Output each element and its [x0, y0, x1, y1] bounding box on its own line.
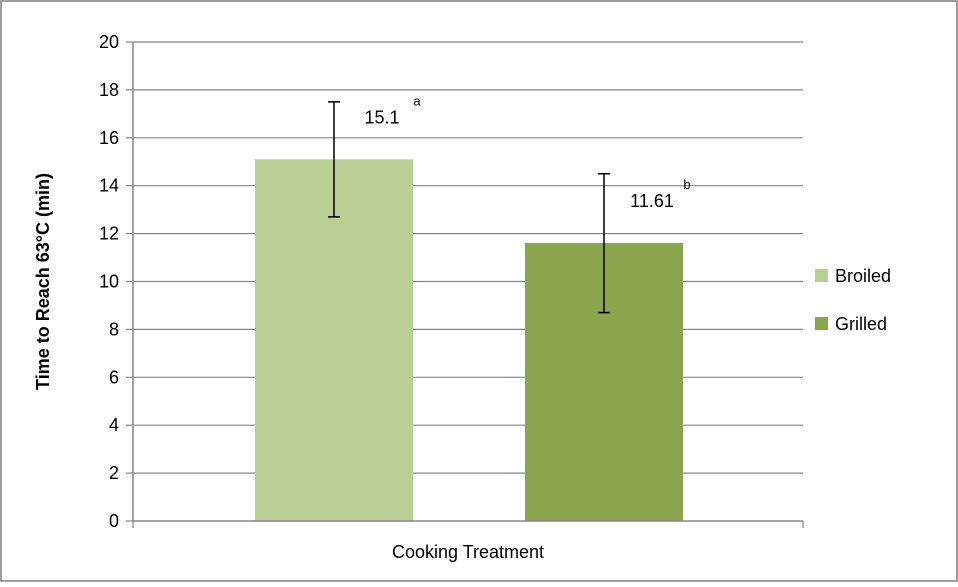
y-tick-label: 8 [109, 319, 119, 339]
y-axis-ticks: 0 2 4 6 8 10 12 14 16 18 20 [99, 32, 804, 531]
data-label: 15.1 [364, 107, 399, 127]
x-axis-title: Cooking Treatment [392, 542, 544, 562]
significance-label: a [413, 93, 421, 108]
legend: Broiled Grilled [815, 266, 891, 334]
legend-label: Broiled [835, 266, 891, 286]
legend-swatch [815, 317, 828, 330]
data-labels: 15.1 a 11.61 b [364, 93, 690, 211]
y-tick-label: 16 [99, 128, 119, 148]
gridlines [133, 41, 803, 474]
y-tick-label: 2 [109, 463, 119, 483]
y-tick-label: 18 [99, 80, 119, 100]
significance-label: b [683, 177, 690, 192]
error-bars [328, 101, 610, 314]
y-tick-label: 14 [99, 176, 119, 196]
y-tick-label: 0 [109, 511, 119, 531]
y-tick-label: 4 [109, 415, 119, 435]
y-axis-title: Time to Reach 63°C (min) [33, 173, 53, 390]
legend-swatch [815, 269, 828, 282]
y-tick-label: 10 [99, 272, 119, 292]
bar [255, 159, 413, 522]
legend-label: Grilled [835, 314, 887, 334]
y-tick-label: 20 [99, 32, 119, 52]
y-tick-label: 6 [109, 367, 119, 387]
y-tick-label: 12 [99, 224, 119, 244]
data-label: 11.61 [630, 191, 674, 211]
